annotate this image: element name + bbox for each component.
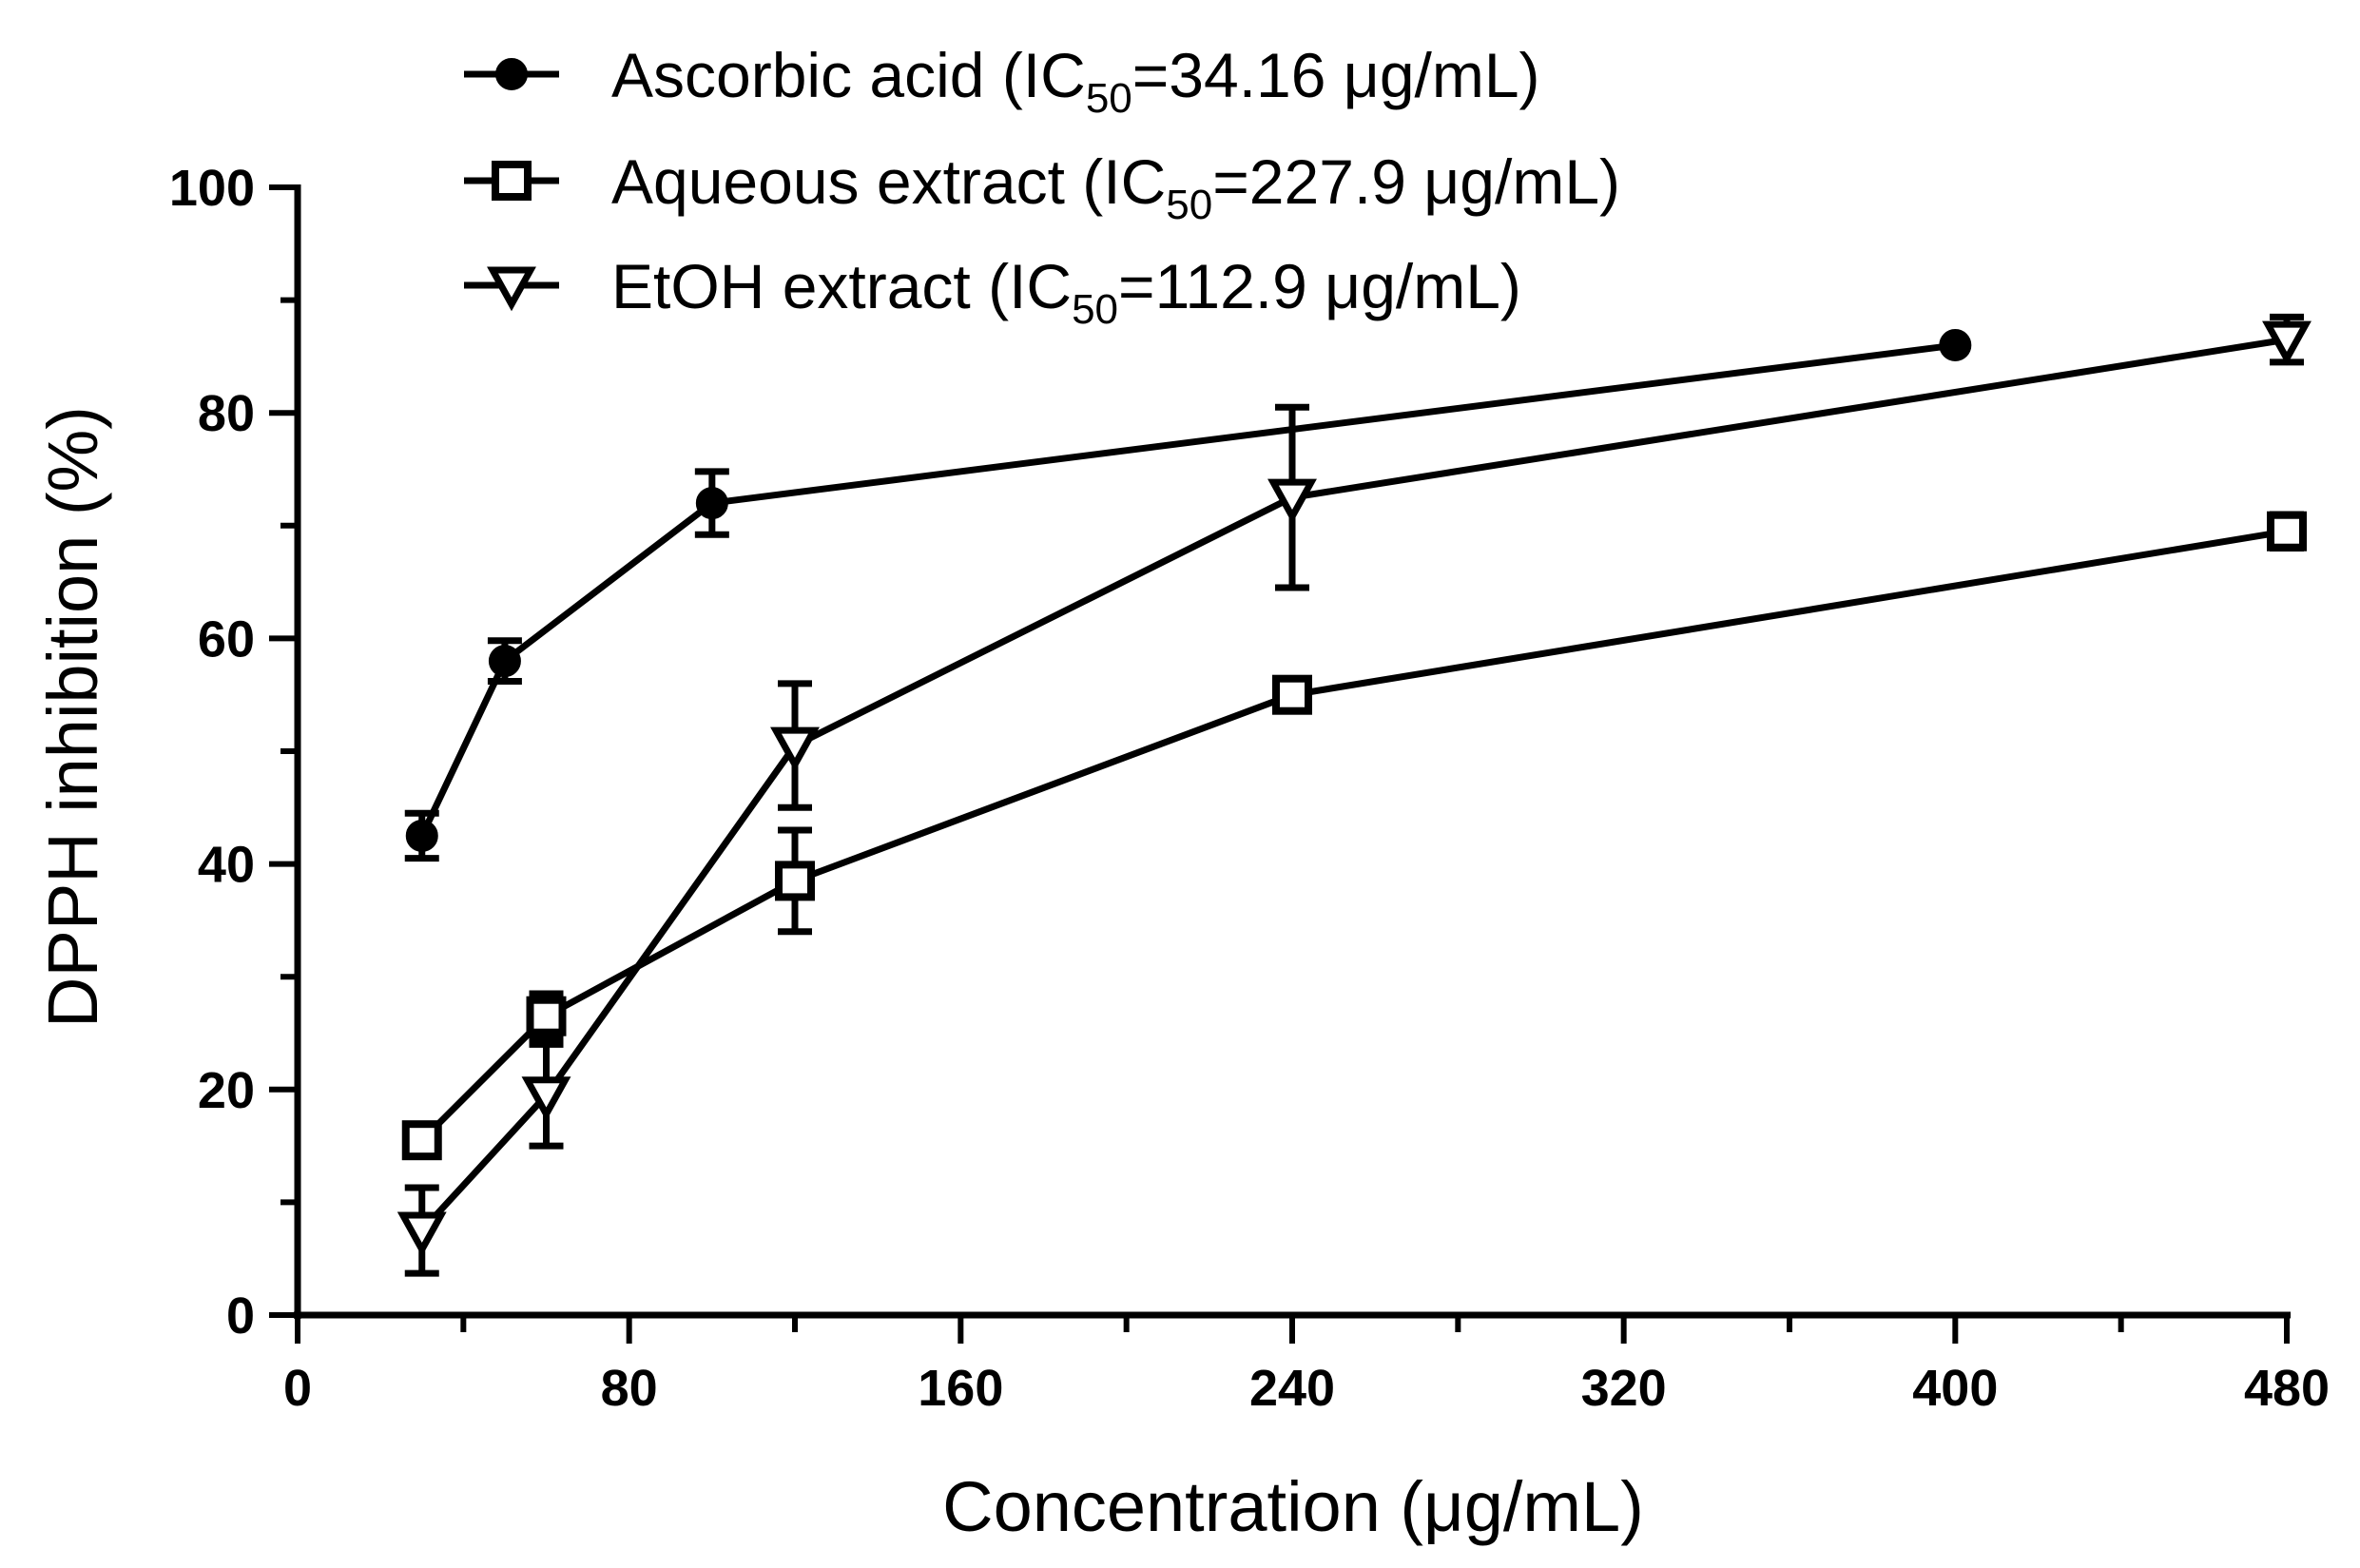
- data-point: [1272, 674, 1312, 715]
- axes: [294, 184, 2291, 1319]
- legend-label: Aqueous extract (IC50=227.9 μg/mL): [611, 146, 1620, 228]
- legend-marker: [487, 266, 536, 312]
- y-tick-label: 80: [198, 385, 255, 442]
- legend-item-3: EtOH extract (IC50=112.9 μg/mL): [464, 251, 1521, 333]
- data-point: [401, 1120, 442, 1161]
- x-tick-label: 160: [918, 1360, 1003, 1417]
- y-tick-label: 20: [198, 1062, 255, 1119]
- legend-label: Ascorbic acid (IC50=34.16 μg/mL): [611, 40, 1540, 122]
- data-point: [775, 861, 815, 901]
- data-point: [2267, 511, 2307, 552]
- x-tick-label: 240: [1249, 1360, 1335, 1417]
- data-point: [1267, 478, 1317, 524]
- x-tick-label: 0: [283, 1360, 312, 1417]
- y-axis-ticks: 0 20 40 60 80 100: [169, 160, 298, 1345]
- data-point: [397, 1211, 447, 1257]
- legend-item-1: Ascorbic acid (IC50=34.16 μg/mL): [464, 40, 1540, 122]
- legend-label: EtOH extract (IC50=112.9 μg/mL): [611, 251, 1521, 333]
- data-point: [695, 487, 728, 520]
- series-line: [418, 341, 1956, 838]
- y-tick-label: 40: [198, 837, 255, 894]
- x-axis-title: Concentration (μg/mL): [942, 1467, 1644, 1546]
- legend-marker: [492, 161, 532, 201]
- legend-marker: [495, 58, 528, 90]
- x-tick-label: 320: [1581, 1360, 1667, 1417]
- y-tick-label: 100: [169, 160, 255, 217]
- x-axis-ticks: 0 80 160 240 320 400 480: [283, 1315, 2330, 1417]
- y-tick-label: 0: [226, 1287, 255, 1345]
- data-point: [526, 996, 567, 1036]
- x-tick-label: 400: [1912, 1360, 1998, 1417]
- legend-item-2: Aqueous extract (IC50=227.9 μg/mL): [464, 146, 1620, 228]
- series-line: [419, 528, 2288, 1143]
- y-tick-label: 60: [198, 610, 255, 668]
- data-point: [2262, 320, 2312, 366]
- series-1: [404, 329, 1972, 862]
- legend: Ascorbic acid (IC50=34.16 μg/mL) Aqueous …: [464, 40, 1620, 333]
- series-2: [401, 511, 2307, 1161]
- series-3: [397, 313, 2312, 1277]
- series-layer: [397, 313, 2312, 1277]
- data-point: [405, 819, 438, 852]
- data-point: [1939, 329, 1972, 362]
- x-tick-label: 480: [2244, 1360, 2330, 1417]
- data-point: [770, 726, 820, 772]
- data-point: [521, 1076, 571, 1121]
- y-axis-title: DPPH inhibition (%): [33, 406, 112, 1028]
- x-tick-label: 80: [601, 1360, 658, 1417]
- data-point: [488, 645, 521, 678]
